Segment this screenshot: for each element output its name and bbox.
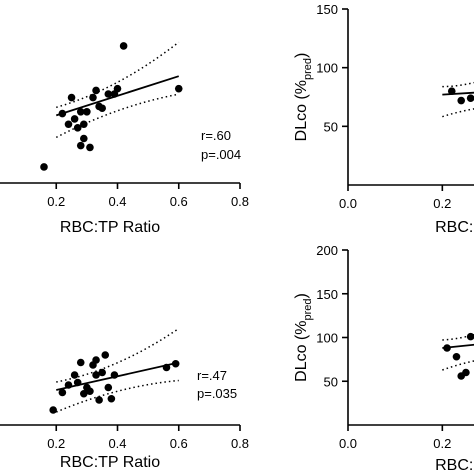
data-point — [64, 381, 73, 389]
y-tick-label: 150 — [316, 287, 338, 302]
lower-confidence-band — [55, 379, 179, 413]
data-point — [70, 115, 79, 123]
data-point — [462, 368, 470, 377]
y-axis-title: DLco (%pred) — [293, 293, 314, 382]
panel-bottom-left: 0.2 0.4 0.6 0.8 RBC:TP Ratio r=.47 p=.035 — [0, 327, 249, 471]
data-point — [64, 120, 73, 129]
data-point — [466, 94, 474, 102]
y-axis-title: DLco (%pred) — [293, 53, 314, 142]
y-tick-label: 150 — [316, 2, 338, 17]
data-point — [80, 134, 88, 143]
x-axis-title: RBC:C — [435, 219, 474, 236]
data-point — [92, 371, 100, 379]
x-tick-label: 0.0 — [339, 436, 357, 451]
data-point — [80, 120, 88, 129]
data-point — [98, 104, 106, 113]
y-tick-label: 50 — [324, 119, 338, 134]
data-point — [171, 359, 180, 368]
data-point — [73, 124, 82, 132]
data-point — [110, 371, 119, 379]
data-point — [49, 406, 57, 414]
x-tick-label: 0.8 — [231, 194, 249, 209]
data-point — [447, 87, 456, 95]
data-point — [104, 383, 113, 392]
y-tick-label: 100 — [316, 61, 338, 76]
data-point — [89, 93, 97, 102]
data-point — [40, 163, 48, 171]
upper-confidence-band — [442, 81, 474, 88]
upper-confidence-band — [442, 333, 474, 341]
x-tick-label: 0.0 — [339, 196, 357, 211]
correlation-r-label: r=.47 — [197, 368, 227, 383]
x-tick-label: 0.6 — [170, 194, 188, 209]
x-tick-label: 0.2 — [433, 196, 451, 211]
x-axis-title: RBC:C — [435, 457, 474, 474]
x-tick-label: 0.6 — [170, 436, 188, 451]
data-point — [70, 371, 79, 379]
data-point — [76, 141, 85, 150]
data-point — [443, 344, 451, 352]
x-tick-label: 0.8 — [231, 436, 249, 451]
lower-confidence-band — [442, 108, 474, 118]
data-point — [162, 363, 171, 372]
data-point — [73, 378, 82, 387]
x-tick-label: 0.2 — [47, 194, 65, 209]
data-point — [83, 108, 91, 116]
regression-line — [442, 343, 474, 349]
data-point — [58, 109, 67, 118]
panel-bottom-right: 0.0 0.2 50 100 150 200 DLco (%pred) RBC:C — [293, 243, 474, 474]
data-point — [466, 332, 474, 341]
x-axis-title: RBC:TP Ratio — [60, 219, 160, 236]
x-axis-title: RBC:TP Ratio — [60, 454, 160, 471]
data-point — [457, 96, 466, 105]
data-point — [92, 86, 100, 95]
data-point — [174, 84, 183, 93]
x-tick-label: 0.2 — [47, 436, 65, 451]
data-point — [80, 389, 88, 398]
data-point — [113, 84, 122, 93]
data-point — [107, 394, 116, 403]
data-point — [58, 388, 67, 397]
data-point — [101, 351, 110, 359]
data-point — [86, 143, 94, 152]
panel-top-right: 0.0 0.2 50 100 150 DLco (%pred) RBC:C — [293, 2, 474, 236]
x-tick-label: 0.4 — [108, 436, 126, 451]
upper-confidence-band — [56, 327, 180, 383]
data-point — [98, 368, 106, 377]
correlation-r-label: r=.60 — [201, 128, 231, 143]
data-point — [76, 358, 85, 367]
data-point — [86, 387, 94, 396]
data-point — [95, 396, 103, 404]
data-point — [67, 93, 76, 102]
y-tick-label: 50 — [324, 374, 338, 389]
p-value-label: p=.004 — [201, 147, 241, 162]
data-point — [119, 42, 128, 50]
data-point — [76, 108, 85, 116]
lower-confidence-band — [442, 360, 474, 371]
x-tick-label: 0.4 — [108, 194, 126, 209]
data-point — [104, 90, 113, 98]
panel-top-left: 0.2 0.4 0.6 0.8 RBC:TP Ratio r=.60 p=.004 — [0, 41, 249, 236]
data-point — [452, 352, 461, 361]
y-tick-label: 200 — [316, 243, 338, 258]
x-tick-label: 0.2 — [433, 436, 451, 451]
p-value-label: p=.035 — [197, 386, 237, 401]
data-point — [92, 356, 100, 364]
upper-confidence-band — [56, 41, 180, 109]
y-tick-label: 100 — [316, 331, 338, 346]
regression-line — [442, 91, 474, 96]
